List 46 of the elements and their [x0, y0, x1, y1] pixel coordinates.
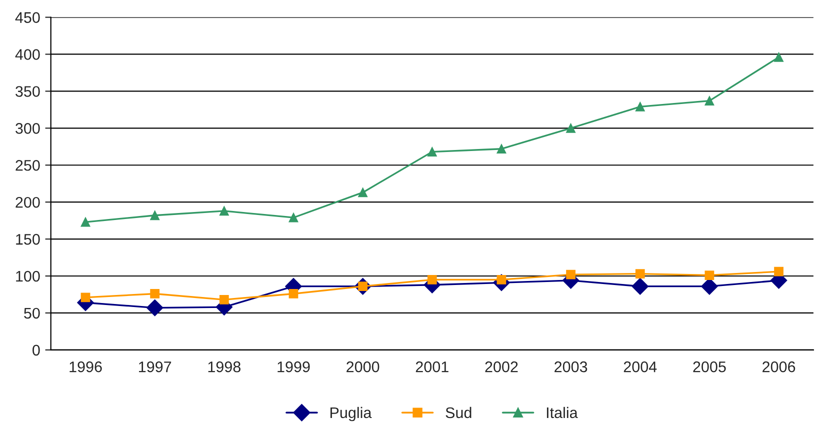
y-tick-label: 400 [15, 49, 40, 60]
legend-label: Puglia [330, 406, 372, 422]
point [427, 275, 437, 284]
point [288, 212, 298, 222]
x-tick-label: 1999 [278, 361, 310, 372]
point [150, 210, 160, 220]
y-tick-label: 0 [32, 344, 40, 356]
x-tick-label: 2001 [416, 361, 448, 372]
point [427, 147, 437, 156]
x-tick-label: 2003 [554, 361, 588, 372]
point [358, 188, 368, 198]
point [635, 269, 645, 278]
legend-label: Sud [446, 406, 472, 418]
point [496, 144, 506, 154]
point [219, 206, 229, 216]
legend-label: Italia [546, 406, 578, 418]
point [150, 289, 160, 298]
point [288, 289, 298, 298]
x-tick-label: 2000 [346, 361, 380, 372]
point [774, 52, 784, 62]
y-tick-label: 450 [15, 12, 40, 23]
y-tick-label: 100 [16, 270, 40, 282]
x-tick-label: 2006 [762, 361, 796, 372]
point [632, 278, 648, 295]
y-tick-label: 250 [16, 160, 40, 171]
y-tick-label: 350 [16, 86, 40, 97]
point [704, 270, 714, 280]
point [219, 294, 229, 304]
point [774, 266, 784, 276]
point [146, 299, 164, 316]
point [704, 96, 714, 106]
x-tick-label: 2002 [485, 361, 518, 372]
x-tick-label: 1997 [139, 361, 172, 372]
y-tick-label: 200 [16, 196, 40, 208]
x-tick-label: 1996 [70, 361, 102, 372]
y-tick-label: 300 [16, 123, 40, 134]
point [635, 102, 645, 112]
point [566, 270, 576, 280]
x-tick-label: 1998 [208, 361, 240, 372]
x-tick-label: 2004 [624, 361, 657, 372]
x-tick-label: 2005 [693, 361, 726, 372]
point [80, 292, 90, 302]
point [80, 217, 90, 227]
y-tick-label: 50 [24, 308, 40, 319]
point [566, 123, 576, 133]
y-tick-label: 150 [16, 234, 40, 245]
